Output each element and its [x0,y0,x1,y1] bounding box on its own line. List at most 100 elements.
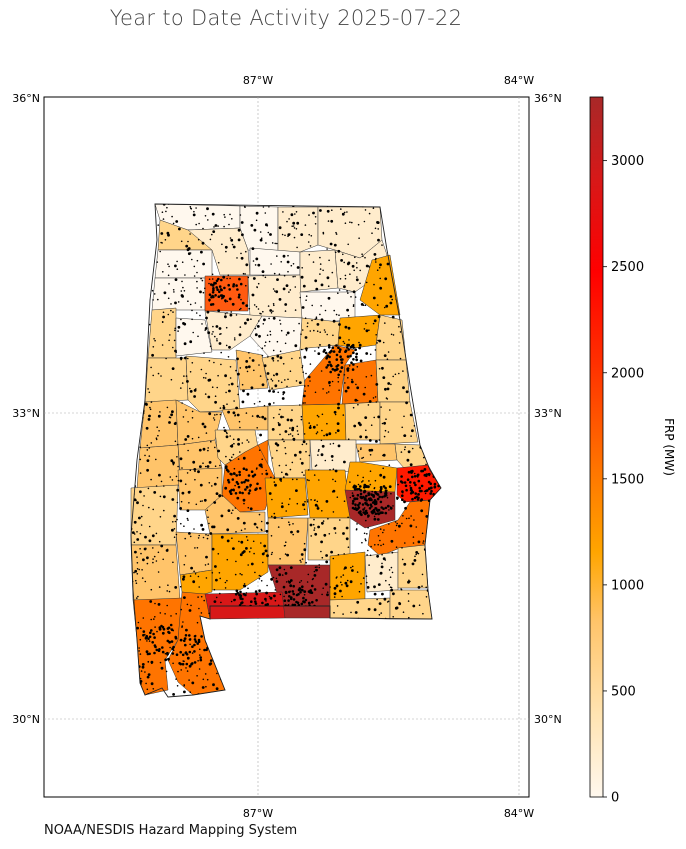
fire-point [160,544,164,548]
fire-point [266,554,269,558]
fire-point [193,265,196,268]
fire-point [205,555,208,559]
fire-point [151,534,155,538]
fire-point [179,356,183,360]
fire-point [289,468,292,471]
fire-point [322,350,326,353]
fire-point [297,433,300,436]
fire-point [224,299,227,302]
fire-point [385,579,387,582]
fire-point [404,506,407,510]
fire-point [295,489,298,492]
fire-point [354,611,358,614]
fire-point [233,442,235,445]
fire-point [251,359,255,362]
fire-point [319,263,322,265]
fire-point [263,544,267,548]
fire-point [134,569,138,573]
fire-point [212,325,214,328]
county-region [304,469,351,519]
fire-point [281,397,285,400]
fire-point [232,509,234,512]
fire-point [196,642,199,645]
fire-point [198,668,201,670]
fire-point [385,397,388,399]
fire-point [153,293,156,295]
fire-point [211,333,213,335]
fire-point [189,469,192,472]
fire-point [274,589,277,591]
fire-point [293,603,297,607]
fire-point [148,506,150,509]
fire-point [230,311,232,313]
fire-point [223,429,227,432]
fire-point [425,586,428,589]
fire-point [267,305,270,307]
fire-point [344,382,346,384]
fire-point [254,264,257,266]
fire-point [241,573,243,576]
fire-point [200,523,204,527]
fire-point [433,482,437,486]
fire-point [325,356,329,359]
fire-point [136,501,139,505]
fire-point [199,654,201,656]
fire-point [211,212,215,216]
fire-point [234,414,237,416]
fire-point [161,321,164,324]
fire-point [314,532,318,536]
fire-point [175,613,177,615]
fire-point [245,263,249,267]
fire-point [227,274,230,277]
fire-point [139,532,142,535]
fire-point [180,318,182,321]
fire-point [278,226,282,230]
fire-point [326,248,328,250]
fire-point [139,638,142,641]
fire-point [304,317,307,320]
fire-point [376,497,380,501]
county-region [329,597,391,620]
fire-point [157,434,159,437]
fire-point [320,305,322,307]
fire-point [404,446,407,448]
fire-point [256,482,259,486]
fire-point [146,468,150,472]
fire-point [266,521,269,525]
fire-point [400,475,403,478]
fire-point [316,330,319,333]
fire-point [389,301,393,305]
fire-point [148,652,151,656]
fire-point [365,494,368,498]
colorbar-tick-label: 0 [611,791,619,806]
fire-point [345,537,349,541]
fire-point [176,685,179,687]
fire-point [408,517,410,520]
lat-label-right-33n: 33°N [534,407,562,420]
fire-point [273,481,276,483]
fire-point [356,266,358,269]
fire-point [374,227,377,230]
fire-point [400,588,402,590]
fire-point [374,544,376,546]
fire-point [277,526,280,528]
fire-point [229,459,232,462]
fire-point [136,568,139,570]
fire-point [415,551,419,554]
fire-point [359,359,363,363]
fire-point [145,650,149,654]
fire-point [181,625,183,627]
fire-point [260,528,263,531]
fire-point [279,433,281,436]
fire-point [216,476,219,479]
fire-point [172,289,175,291]
fire-point [377,339,379,342]
fire-point [174,329,176,332]
fire-point [374,258,377,261]
fire-point [281,517,283,519]
fire-point [216,672,218,675]
fire-point [238,333,242,337]
fire-point [343,553,346,555]
fire-point [305,349,308,352]
fire-point [336,429,340,432]
